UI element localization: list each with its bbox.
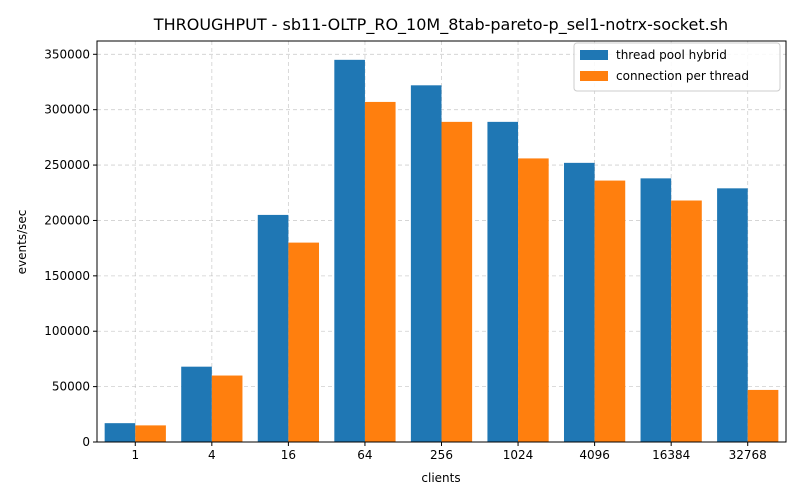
x-tick-label: 32768 xyxy=(729,448,767,462)
bar-thread-pool-hybrid xyxy=(104,423,136,442)
y-tick-label: 50000 xyxy=(52,380,90,394)
y-tick-label: 150000 xyxy=(44,269,90,283)
bar-thread-pool-hybrid xyxy=(334,59,365,443)
x-tick-label: 256 xyxy=(430,448,453,462)
x-tick-label: 64 xyxy=(357,448,372,462)
x-tick-label: 1 xyxy=(131,448,139,462)
y-tick-label: 250000 xyxy=(44,158,90,172)
bar-connection-per-thread xyxy=(747,389,779,442)
legend-swatch xyxy=(580,50,608,60)
bar-thread-pool-hybrid xyxy=(487,121,519,443)
legend-label: connection per thread xyxy=(616,69,749,83)
x-tick-label: 4096 xyxy=(579,448,610,462)
y-tick-label: 0 xyxy=(82,435,90,449)
y-tick-label: 200000 xyxy=(44,213,90,227)
y-tick-label: 300000 xyxy=(44,103,90,117)
bar-thread-pool-hybrid xyxy=(410,85,442,443)
bar-connection-per-thread xyxy=(671,200,702,442)
legend-label: thread pool hybrid xyxy=(616,48,727,62)
x-tick-label: 4 xyxy=(208,448,216,462)
legend-box xyxy=(573,42,781,92)
bar-connection-per-thread xyxy=(211,375,243,442)
bar-connection-per-thread xyxy=(135,425,166,442)
bar-connection-per-thread xyxy=(288,242,320,442)
x-tick-label: 1024 xyxy=(503,448,534,462)
y-tick-label: 100000 xyxy=(44,324,90,338)
bar-thread-pool-hybrid xyxy=(563,162,595,442)
x-axis-label: clients xyxy=(421,471,460,485)
bar-thread-pool-hybrid xyxy=(640,178,672,442)
bar-connection-per-thread xyxy=(518,158,549,442)
bar-connection-per-thread xyxy=(594,180,626,442)
x-tick-label: 16384 xyxy=(652,448,690,462)
bars xyxy=(104,59,779,443)
legend-swatch xyxy=(580,71,608,81)
chart-title: THROUGHPUT - sb11-OLTP_RO_10M_8tab-paret… xyxy=(153,15,728,35)
y-tick-label: 350000 xyxy=(44,47,90,61)
x-tick-labels: 1 4 16 64 256 1024 4096 16384 32768 xyxy=(131,442,767,462)
y-tick-labels: 0 50000 100000 150000 200000 250000 300000 3500… xyxy=(44,47,97,449)
legend: thread pool hybrid connection per thread xyxy=(573,42,781,92)
bar-connection-per-thread xyxy=(441,121,473,443)
bar-connection-per-thread xyxy=(364,101,396,442)
bar-thread-pool-hybrid xyxy=(257,214,289,442)
y-axis-label: events/sec xyxy=(15,210,29,275)
x-tick-label: 16 xyxy=(281,448,296,462)
bar-thread-pool-hybrid xyxy=(181,366,212,442)
bar-thread-pool-hybrid xyxy=(717,188,748,442)
